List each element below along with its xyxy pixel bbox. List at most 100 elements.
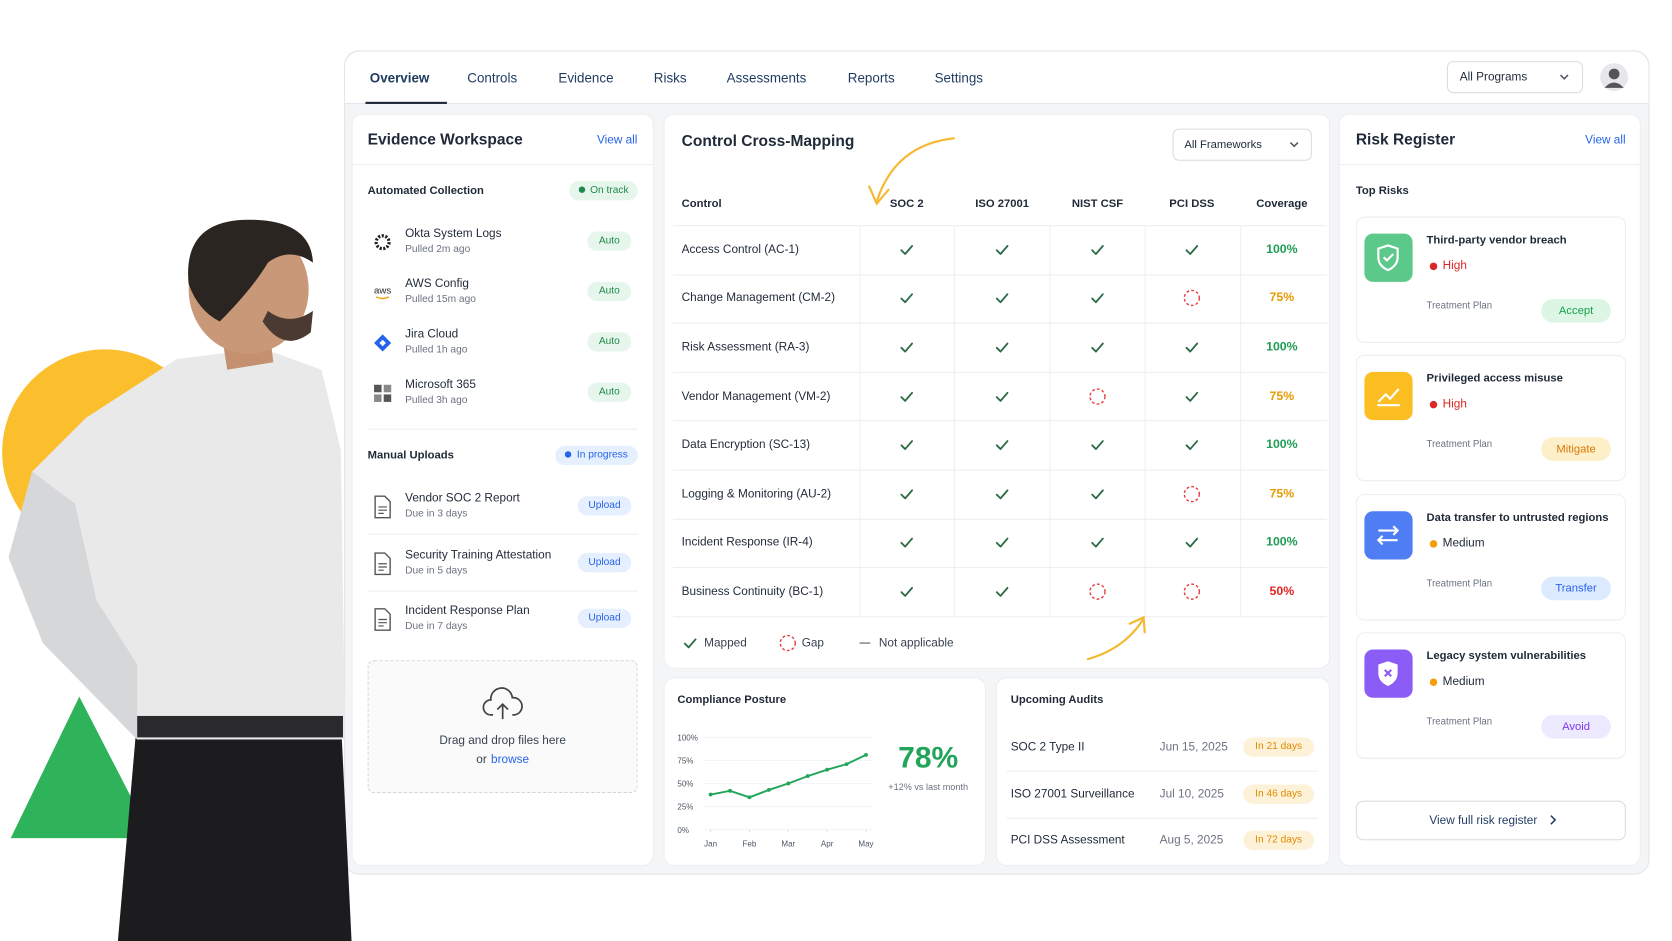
badge-text: Upload [588, 611, 621, 624]
due-badge: In 46 days [1243, 784, 1315, 804]
treatment-button-label: Avoid [1562, 720, 1591, 733]
divider [673, 322, 1327, 324]
document-icon [374, 495, 391, 519]
coverage-value: 100% [1266, 438, 1298, 452]
person-head [188, 225, 309, 354]
view-all-link[interactable]: View all [1585, 133, 1626, 147]
item-name: AWS Config [405, 277, 469, 291]
nav-tab[interactable]: Assessments [726, 70, 807, 86]
browse-link[interactable]: browse [491, 753, 530, 767]
coverage-value: 100% [1266, 243, 1298, 256]
due-badge: In 72 days [1243, 830, 1315, 850]
mapped-icon [1091, 440, 1104, 451]
badge-text: Auto [598, 385, 620, 398]
mapped-icon [995, 342, 1009, 353]
mapped-icon [1091, 342, 1104, 353]
item-detail: Due in 7 days [405, 620, 468, 633]
divider [367, 533, 638, 535]
mapped-icon [1091, 538, 1104, 548]
avatar [1600, 63, 1629, 92]
legend-icon [859, 642, 871, 644]
divider [673, 420, 1327, 422]
mapped-icon [1091, 489, 1104, 500]
badge-text: Upload [588, 499, 621, 512]
mapped-icon [900, 391, 914, 402]
risk-severity: High [1442, 397, 1467, 411]
panel-title: Evidence Workspace [367, 131, 523, 149]
coverage-value: 100% [1266, 536, 1298, 550]
divider [351, 163, 654, 166]
audit-date: Jul 10, 2025 [1159, 787, 1224, 801]
column-header: Coverage [1256, 197, 1308, 211]
chevron-right [1550, 815, 1557, 825]
severity-dot [1429, 401, 1438, 409]
active-tab-indicator [365, 101, 447, 104]
mapped-icon [995, 440, 1009, 451]
program-select[interactable] [1446, 61, 1584, 94]
gap-icon [1183, 290, 1201, 307]
divider [673, 371, 1327, 373]
score-delta: +12% vs last month [888, 781, 969, 793]
person-pants [117, 718, 352, 941]
nav-tab[interactable]: Settings [934, 70, 984, 86]
nav-tab[interactable]: Risks [653, 70, 687, 86]
nav-tab[interactable]: Evidence [558, 70, 614, 86]
mapped-icon [995, 244, 1009, 255]
divider [367, 590, 638, 592]
control-name: Vendor Management (VM-2) [681, 389, 831, 403]
coverage-value: 75% [1269, 291, 1295, 305]
item-name: Incident Response Plan [405, 604, 530, 618]
coverage-value: 75% [1269, 487, 1295, 501]
column-header: SOC 2 [889, 197, 924, 211]
treatment-button[interactable]: Accept [1541, 299, 1611, 323]
person-belt [137, 715, 343, 738]
nav-tab[interactable]: Reports [847, 70, 895, 86]
person-shirt-shade [8, 471, 138, 740]
mapped-icon [995, 586, 1009, 597]
framework-select[interactable] [1172, 128, 1312, 161]
mapped-icon [1091, 244, 1104, 255]
section-title: Top Risks [1355, 184, 1409, 198]
nav-tab[interactable]: Overview [369, 70, 430, 86]
action-badge: Auto [587, 382, 632, 402]
legend-icon [683, 638, 697, 649]
action-badge: Auto [587, 332, 632, 352]
treatment-button[interactable]: Avoid [1541, 714, 1611, 739]
gap-icon [1089, 583, 1106, 600]
control-name: Logging & Monitoring (AU-2) [681, 487, 832, 501]
item-name: Microsoft 365 [405, 378, 476, 392]
control-name: Risk Assessment (RA-3) [681, 340, 810, 354]
item-name: Okta System Logs [405, 227, 502, 241]
chevron [1289, 142, 1299, 148]
view-all-link[interactable]: View all [596, 133, 638, 147]
mapping-panel [663, 113, 1331, 669]
item-detail: Pulled 2m ago [405, 243, 471, 256]
column-header: Control [681, 197, 722, 211]
divider [673, 225, 1327, 227]
control-name: Change Management (CM-2) [681, 291, 836, 305]
risk-glyph [1377, 244, 1399, 272]
nav-tab[interactable]: Controls [467, 70, 518, 86]
badge-text: In 46 days [1255, 787, 1303, 800]
status-dot [578, 186, 585, 193]
item-detail: Pulled 1h ago [405, 344, 468, 356]
severity-dot [1429, 678, 1438, 686]
gap-icon [1183, 485, 1201, 503]
dropzone[interactable] [367, 660, 638, 794]
column-header: NIST CSF [1071, 197, 1124, 211]
document-icon [374, 608, 391, 631]
treatment-plan-label: Treatment Plan [1426, 300, 1493, 311]
item-name: Jira Cloud [405, 327, 459, 341]
mapped-icon [995, 293, 1009, 304]
score-value: 78% [898, 740, 959, 774]
treatment-button[interactable]: Mitigate [1541, 437, 1611, 462]
view-register-button[interactable]: View full risk register [1355, 800, 1626, 841]
divider [673, 518, 1327, 520]
severity-dot [1429, 539, 1438, 548]
coverage-value: 50% [1269, 585, 1295, 599]
treatment-button[interactable]: Transfer [1541, 576, 1611, 600]
control-name: Access Control (AC-1) [681, 243, 799, 256]
treatment-plan-label: Treatment Plan [1426, 715, 1493, 727]
risk-title: Third-party vendor breach [1426, 233, 1567, 247]
